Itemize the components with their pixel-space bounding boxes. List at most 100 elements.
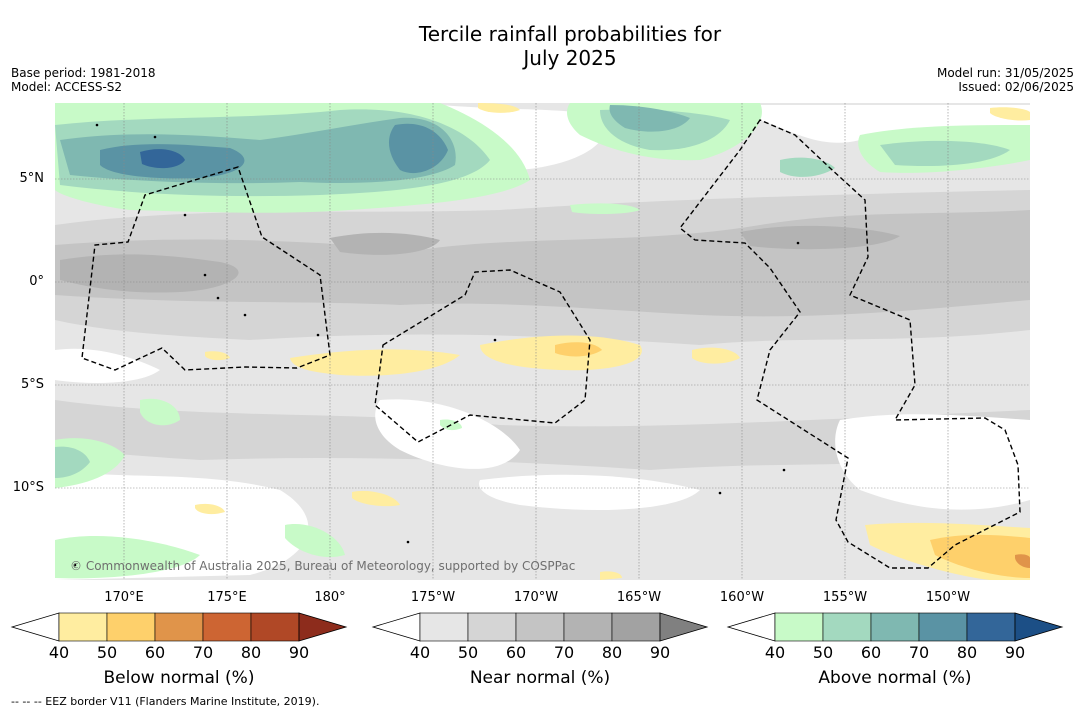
title-line-1: Tercile rainfall probabilities for [418, 22, 722, 46]
island [796, 241, 800, 245]
colorbar-segment [58, 612, 108, 642]
cbar-below-tick-70: 70 [192, 643, 214, 662]
below-normal-west-50 [290, 349, 460, 376]
lat-label-5n: 5°N [19, 171, 45, 186]
cbar-below-tick-90: 90 [288, 643, 310, 662]
below-normal-north-east-50 [990, 107, 1030, 121]
near-normal-band-70 [60, 254, 239, 293]
above-normal-south-50-b [285, 524, 345, 558]
model-run: Model run: 31/05/2025 [936, 66, 1074, 80]
colorbar-extend-low [371, 612, 421, 642]
cbar-below-tick-40: 40 [48, 643, 70, 662]
above-normal-south-50-c [55, 535, 200, 579]
island [73, 563, 77, 567]
cbar-near-tick-60: 60 [505, 643, 527, 662]
lat-label-5s: 5°S [20, 377, 44, 392]
lon-label-170e: 170°E [104, 590, 144, 605]
near-normal-patch-70-c [740, 225, 900, 250]
map-title: Tercile rainfall probabilities for July … [0, 22, 1085, 70]
lon-label-150w: 150°W [925, 590, 971, 605]
lon-label-175e: 175°E [207, 590, 247, 605]
neutral-area-south [479, 474, 700, 510]
metadata-left: Base period: 1981-2018 Model: ACCESS-S2 [11, 66, 156, 94]
colorbar-segment [515, 612, 565, 642]
colorbar-extend-low [726, 612, 776, 642]
island [95, 123, 99, 127]
lon-label-180: 180° [314, 590, 346, 605]
colorbar-segment [202, 612, 252, 642]
colorbar-extend-high [298, 612, 348, 642]
cbar-above-tick-40: 40 [764, 643, 786, 662]
island [782, 468, 786, 472]
colorbar-below-normal [10, 612, 348, 642]
near-normal-patch-70-b [330, 232, 440, 255]
island [493, 338, 497, 342]
colorbar-near-normal [371, 612, 709, 642]
metadata-right: Model run: 31/05/2025 Issued: 02/06/2025 [937, 66, 1074, 94]
eez-kiribati-gilbert [81, 166, 331, 371]
colorbar-segment [467, 612, 517, 642]
colorbar-segment [822, 612, 872, 642]
colorbar-extend-high [659, 612, 709, 642]
above-normal-southwest-60 [55, 446, 90, 478]
base-period: Base period: 1981-2018 [11, 66, 156, 80]
island [316, 333, 320, 337]
colorbar-segment [611, 612, 661, 642]
island [406, 540, 410, 544]
below-normal-southeast-70 [1015, 554, 1030, 568]
island [243, 313, 247, 317]
colorbar-segment [774, 612, 824, 642]
cbar-near-tick-90: 90 [649, 643, 671, 662]
cbar-above-tick-60: 60 [860, 643, 882, 662]
cbar-above-title: Above normal (%) [818, 668, 972, 688]
cbar-below-tick-60: 60 [144, 643, 166, 662]
colorbar-extend-high [1014, 612, 1064, 642]
neutral-area-west [55, 348, 160, 383]
below-normal-south-50-c [600, 571, 622, 580]
colorbar-segment [563, 612, 613, 642]
cbar-near-tick-40: 40 [409, 643, 431, 662]
island [216, 296, 220, 300]
eez-kiribati-phoenix [374, 269, 591, 443]
colorbar-segment [870, 612, 920, 642]
cbar-near-title: Near normal (%) [469, 668, 611, 688]
lon-label-155w: 155°W [822, 590, 868, 605]
eez-borders [81, 119, 1021, 569]
colorbar-segment [250, 612, 300, 642]
title-line-2: July 2025 [523, 46, 617, 70]
cbar-below-tick-50: 50 [96, 643, 118, 662]
near-normal-south-band [55, 400, 1030, 470]
island [153, 135, 157, 139]
lon-label-175w: 175°W [410, 590, 456, 605]
map-panel [55, 103, 1030, 580]
neutral-area-south-center [375, 399, 520, 469]
lon-label-160w: 160°W [719, 590, 765, 605]
lat-label-10s: 10°S [12, 480, 44, 495]
above-normal-far-east-60 [880, 140, 1010, 167]
colorbar-segment [106, 612, 156, 642]
below-normal-south-50-b [195, 503, 225, 515]
gridlines [55, 103, 1030, 580]
neutral-area-northeast [760, 105, 1030, 143]
above-normal-north-east-70 [609, 105, 690, 132]
lon-label-165w: 165°W [616, 590, 662, 605]
below-normal-equatorial-60 [555, 342, 602, 357]
below-normal-north-50 [478, 103, 520, 113]
cbar-below-tick-80: 80 [240, 643, 262, 662]
cbar-above-tick-70: 70 [908, 643, 930, 662]
cbar-near-tick-80: 80 [601, 643, 623, 662]
lon-label-170w: 170°W [513, 590, 559, 605]
colorbar-segment [918, 612, 968, 642]
colorbar-segment [419, 612, 469, 642]
copyright-notice: © Commonwealth of Australia 2025, Bureau… [70, 559, 576, 573]
below-normal-east-50 [692, 347, 740, 364]
below-normal-west-50-b [205, 351, 230, 361]
islands [73, 123, 800, 567]
above-normal-small-strip [570, 203, 640, 215]
colorbar-segment [966, 612, 1016, 642]
below-normal-southeast-60 [930, 534, 1030, 578]
island [183, 213, 187, 217]
below-normal-south-50-a [352, 490, 400, 507]
island [203, 273, 207, 277]
cbar-above-tick-50: 50 [812, 643, 834, 662]
